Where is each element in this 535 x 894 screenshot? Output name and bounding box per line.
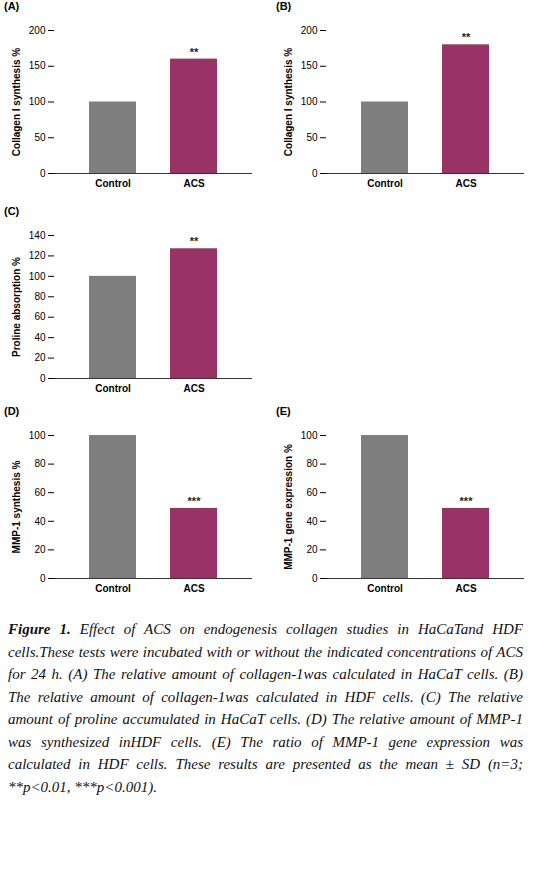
svg-text:Collagen I synthesis %: Collagen I synthesis %	[11, 48, 22, 156]
svg-text:Proline absorption %: Proline absorption %	[11, 257, 22, 357]
svg-text:20: 20	[34, 352, 46, 363]
svg-text:ACS: ACS	[183, 383, 204, 394]
svg-text:0: 0	[312, 168, 318, 179]
svg-text:**: **	[190, 235, 199, 247]
svg-text:100: 100	[29, 271, 46, 282]
html-text:(B): (B)	[276, 0, 292, 12]
svg-text:***: ***	[460, 495, 474, 507]
html-text:(A): (A)	[4, 0, 20, 12]
svg-text:0: 0	[40, 573, 46, 584]
svg-text:150: 150	[301, 60, 318, 71]
svg-text:60: 60	[34, 311, 46, 322]
svg-text:20: 20	[34, 544, 46, 555]
html-text:(D): (D)	[4, 405, 20, 417]
svg-text:Control: Control	[367, 178, 403, 189]
html-text:(C): (C)	[4, 205, 20, 217]
svg-text:0: 0	[312, 573, 318, 584]
svg-text:MMP-1 synthesis %: MMP-1 synthesis %	[11, 460, 22, 553]
svg-text:ACS: ACS	[455, 178, 476, 189]
svg-text:80: 80	[306, 458, 318, 469]
svg-text:80: 80	[34, 458, 46, 469]
svg-text:ACS: ACS	[183, 178, 204, 189]
svg-text:**: **	[462, 31, 471, 43]
svg-text:0: 0	[40, 168, 46, 179]
svg-text:40: 40	[306, 516, 318, 527]
svg-text:**: **	[190, 46, 199, 58]
svg-text:60: 60	[306, 487, 318, 498]
svg-text:Collagen I synthesis %: Collagen I synthesis %	[283, 48, 294, 156]
svg-text:80: 80	[34, 291, 46, 302]
svg-text:Control: Control	[95, 583, 131, 594]
svg-text:40: 40	[34, 516, 46, 527]
svg-text:200: 200	[301, 25, 318, 36]
svg-text:ACS: ACS	[183, 583, 204, 594]
svg-text:***: ***	[188, 495, 202, 507]
svg-text:100: 100	[29, 96, 46, 107]
svg-text:50: 50	[34, 132, 46, 143]
svg-text:Control: Control	[367, 583, 403, 594]
svg-text:ACS: ACS	[455, 583, 476, 594]
svg-text:Control: Control	[95, 383, 131, 394]
svg-text:0: 0	[40, 373, 46, 384]
html-text:(E): (E)	[276, 405, 291, 417]
html-text:Figure 1. Effect of ACS on end: Figure 1. Effect of ACS on endogenesis c…	[8, 621, 523, 795]
svg-text:20: 20	[306, 544, 318, 555]
svg-text:MMP-1 gene expression %: MMP-1 gene expression %	[283, 444, 294, 570]
svg-text:50: 50	[306, 132, 318, 143]
svg-text:100: 100	[301, 430, 318, 441]
svg-text:Control: Control	[95, 178, 131, 189]
svg-text:40: 40	[34, 332, 46, 343]
svg-text:60: 60	[34, 487, 46, 498]
svg-text:100: 100	[29, 430, 46, 441]
svg-text:120: 120	[29, 250, 46, 261]
svg-text:100: 100	[301, 96, 318, 107]
svg-text:140: 140	[29, 230, 46, 241]
svg-text:150: 150	[29, 60, 46, 71]
svg-text:200: 200	[29, 25, 46, 36]
